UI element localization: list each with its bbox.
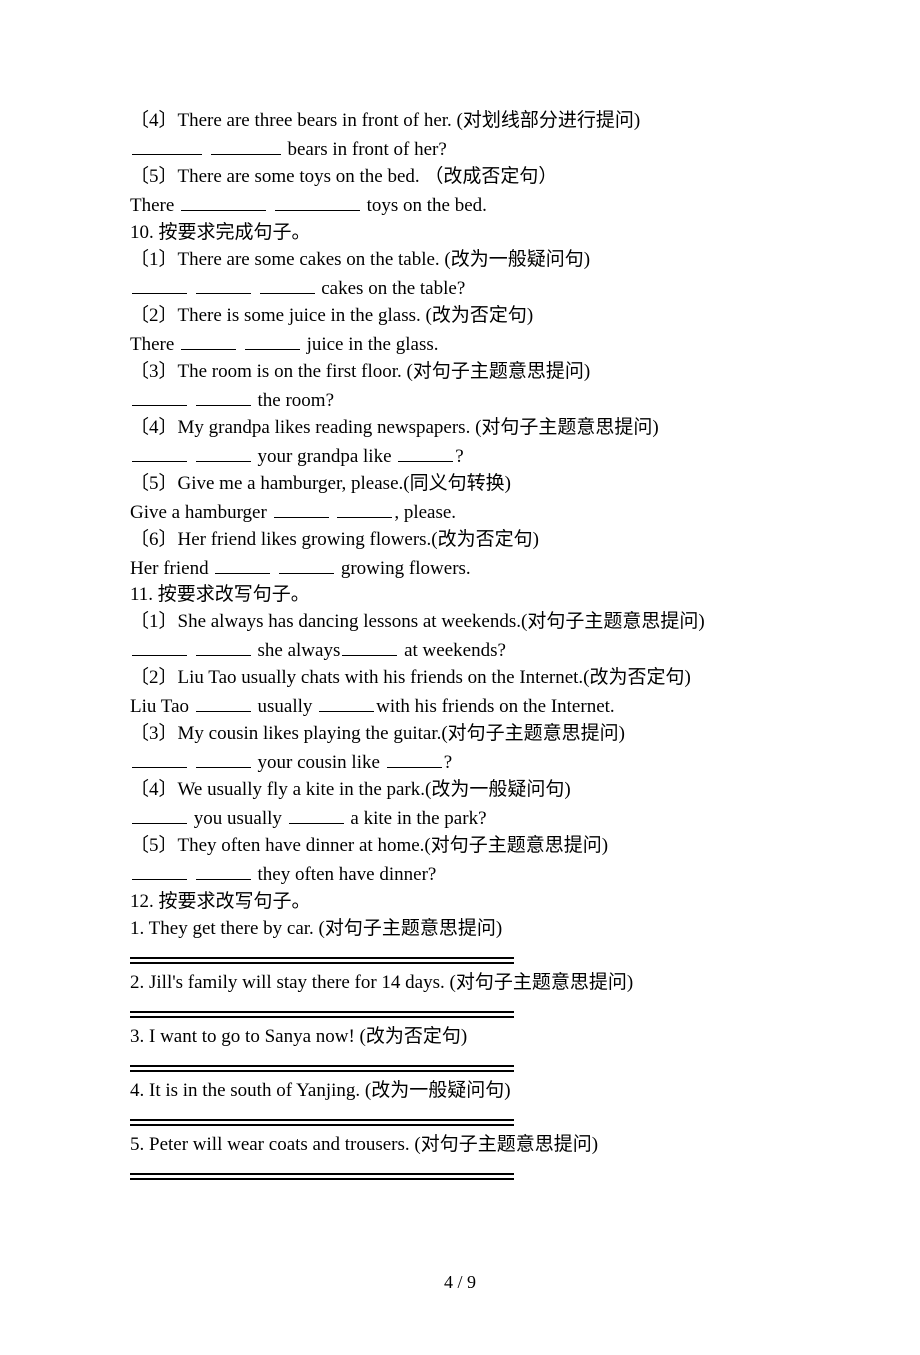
- q9-5-prefix: There: [130, 195, 179, 216]
- answer-line: [130, 1174, 514, 1180]
- q11-heading: 11. 按要求改写句子。: [130, 582, 790, 609]
- q10-1-answer: cakes on the table?: [130, 274, 790, 303]
- q11-5-prompt: 〔5〕They often have dinner at home.(对句子主题…: [130, 833, 790, 860]
- q12-3-prompt: 3. I want to go to Sanya now! (改为否定句): [130, 1024, 790, 1051]
- q10-5-suffix: , please.: [394, 502, 456, 523]
- q11-2-mid: usually: [253, 696, 317, 717]
- page-number: 4 / 9: [130, 1270, 790, 1296]
- q11-1-answer: she always at weekends?: [130, 636, 790, 665]
- q9-4-prompt: 〔4〕There are three bears in front of her…: [130, 108, 790, 135]
- q12-4-prompt: 4. It is in the south of Yanjing. (改为一般疑…: [130, 1078, 790, 1105]
- answer-line: [130, 1162, 514, 1174]
- q11-2-answer: Liu Tao usually with his friends on the …: [130, 692, 790, 721]
- q10-6-suffix: growing flowers.: [336, 558, 471, 579]
- q11-4-end: a kite in the park?: [346, 808, 487, 829]
- q12-5-prompt: 5. Peter will wear coats and trousers. (…: [130, 1132, 790, 1159]
- answer-line: [130, 1054, 514, 1066]
- q11-2-prompt: 〔2〕Liu Tao usually chats with his friend…: [130, 665, 790, 692]
- q11-3-prompt: 〔3〕My cousin likes playing the guitar.(对…: [130, 721, 790, 748]
- q10-3-prompt: 〔3〕The room is on the first floor. (对句子主…: [130, 359, 790, 386]
- q10-6-prompt: 〔6〕Her friend likes growing flowers.(改为否…: [130, 527, 790, 554]
- answer-line: [130, 946, 514, 958]
- q10-4-answer: your grandpa like ?: [130, 442, 790, 471]
- q12-1-prompt: 1. They get there by car. (对句子主题意思提问): [130, 916, 790, 943]
- q10-2-prompt: 〔2〕There is some juice in the glass. (改为…: [130, 303, 790, 330]
- q11-4-prompt: 〔4〕We usually fly a kite in the park.(改为…: [130, 777, 790, 804]
- q10-3-suffix: the room?: [253, 390, 334, 411]
- q11-3-mid: your cousin like: [253, 752, 385, 773]
- q10-heading: 10. 按要求完成句子。: [130, 220, 790, 247]
- q10-5-answer: Give a hamburger , please.: [130, 498, 790, 527]
- q11-1-end: at weekends?: [399, 640, 506, 661]
- q10-1-prompt: 〔1〕There are some cakes on the table. (改…: [130, 247, 790, 274]
- answer-line: [130, 1120, 514, 1126]
- q10-2-answer: There juice in the glass.: [130, 330, 790, 359]
- q10-6-prefix: Her friend: [130, 558, 213, 579]
- q11-3-end: ?: [444, 752, 452, 773]
- q10-1-suffix: cakes on the table?: [317, 278, 466, 299]
- q11-5-answer: they often have dinner?: [130, 860, 790, 889]
- answer-line: [130, 1066, 514, 1072]
- q9-5-suffix: toys on the bed.: [362, 195, 487, 216]
- q10-4-end: ?: [455, 446, 463, 467]
- q10-4-mid: your grandpa like: [253, 446, 397, 467]
- q11-4-answer: you usually a kite in the park?: [130, 804, 790, 833]
- q9-5-prompt: 〔5〕There are some toys on the bed. （改成否定…: [130, 164, 790, 191]
- q11-3-answer: your cousin like ?: [130, 748, 790, 777]
- q10-2-prefix: There: [130, 334, 179, 355]
- q10-2-suffix: juice in the glass.: [302, 334, 439, 355]
- answer-line: [130, 1108, 514, 1120]
- q11-2-prefix: Liu Tao: [130, 696, 194, 717]
- page-sep: /: [453, 1272, 467, 1292]
- q11-1-prompt: 〔1〕She always has dancing lessons at wee…: [130, 609, 790, 636]
- document-page: 〔4〕There are three bears in front of her…: [0, 0, 920, 1355]
- q10-5-prompt: 〔5〕Give me a hamburger, please.(同义句转换): [130, 471, 790, 498]
- q11-5-end: they often have dinner?: [253, 864, 437, 885]
- q10-4-prompt: 〔4〕My grandpa likes reading newspapers. …: [130, 415, 790, 442]
- q9-4-suffix: bears in front of her?: [283, 139, 447, 160]
- answer-line: [130, 1000, 514, 1012]
- q11-2-end: with his friends on the Internet.: [376, 696, 615, 717]
- answer-line: [130, 958, 514, 964]
- q10-6-answer: Her friend growing flowers.: [130, 554, 790, 583]
- q10-5-prefix: Give a hamburger: [130, 502, 272, 523]
- q10-3-answer: the room?: [130, 386, 790, 415]
- q12-2-prompt: 2. Jill's family will stay there for 14 …: [130, 970, 790, 997]
- q11-4-mid: you usually: [189, 808, 287, 829]
- q11-1-mid: she always: [253, 640, 341, 661]
- q12-heading: 12. 按要求改写句子。: [130, 889, 790, 916]
- page-current: 4: [444, 1272, 453, 1292]
- q9-5-answer: There toys on the bed.: [130, 191, 790, 220]
- page-total: 9: [467, 1272, 476, 1292]
- answer-line: [130, 1012, 514, 1018]
- q9-4-answer: bears in front of her?: [130, 135, 790, 164]
